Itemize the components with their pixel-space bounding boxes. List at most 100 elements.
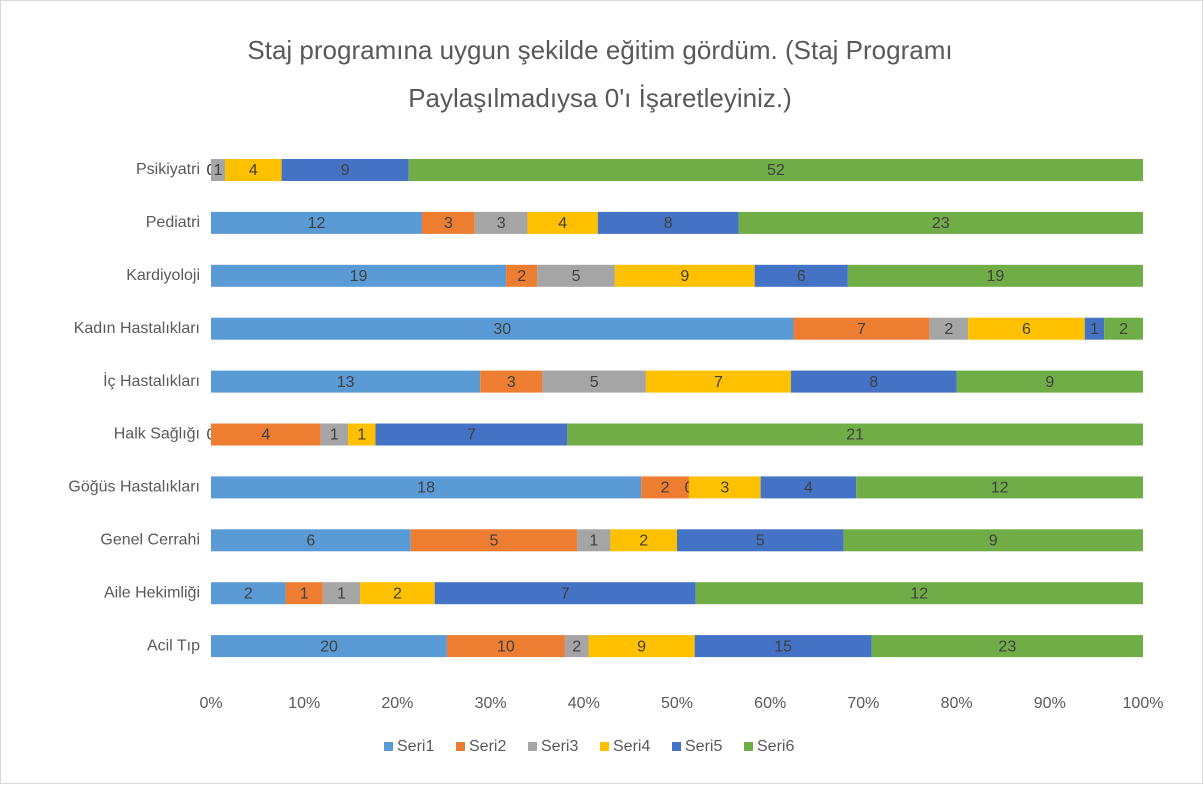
- y-tick-label: Psikiyatri: [136, 161, 200, 178]
- data-label: 6: [306, 533, 315, 550]
- bar-segment: [281, 159, 409, 181]
- data-label: 5: [489, 533, 498, 550]
- data-label: 4: [249, 162, 258, 179]
- y-tick-label: Kardiyoloji: [126, 267, 200, 284]
- data-label: 8: [664, 215, 673, 232]
- bar-segment: [843, 529, 1143, 552]
- data-label: 18: [417, 480, 435, 497]
- bar-segment: [641, 476, 689, 499]
- data-label: 1: [357, 427, 366, 444]
- data-label: 3: [507, 374, 516, 391]
- bar-segment: [506, 264, 538, 287]
- data-label: 7: [561, 585, 570, 602]
- bar-segment: [285, 582, 323, 605]
- data-label: 9: [989, 533, 998, 550]
- legend-swatch: [456, 742, 465, 751]
- legend-label: Seri5: [685, 738, 722, 755]
- data-label: 3: [444, 215, 453, 232]
- bar-segment: [956, 370, 1143, 393]
- data-label: 30: [493, 321, 511, 338]
- bar-segment: [610, 529, 677, 552]
- data-label: 19: [987, 268, 1005, 285]
- bar-segment: [211, 529, 411, 552]
- data-label: 1: [300, 585, 309, 602]
- x-tick-label: 100%: [1123, 695, 1164, 712]
- x-tick-label: 40%: [568, 695, 600, 712]
- x-tick-label: 10%: [288, 695, 320, 712]
- x-tick-label: 90%: [1034, 695, 1066, 712]
- data-label: 4: [804, 480, 813, 497]
- x-tick-label: 80%: [941, 695, 973, 712]
- data-label: 3: [720, 480, 729, 497]
- data-label: 12: [308, 215, 326, 232]
- bar-segment: [645, 370, 791, 393]
- data-label: 20: [320, 638, 338, 655]
- bar-segment: [577, 529, 611, 552]
- y-tick-label: Genel Cerrahi: [100, 532, 200, 549]
- bar-segment: [320, 423, 349, 446]
- data-label: 4: [261, 427, 270, 444]
- y-tick-label: Pediatri: [146, 214, 200, 231]
- y-tick-label: Kadın Hastalıkları: [74, 320, 200, 337]
- x-tick-label: 0%: [199, 695, 222, 712]
- bar-segment: [677, 529, 844, 552]
- x-tick-label: 50%: [661, 695, 693, 712]
- y-tick-label: İç Hastalıkları: [103, 371, 200, 390]
- bar-segment: [375, 423, 568, 446]
- data-label: 21: [846, 427, 864, 444]
- bar-segment: [1104, 317, 1143, 340]
- bar-segment: [211, 476, 642, 499]
- bar-segment: [348, 423, 376, 446]
- chart-title: Paylaşılmadıysa 0'ı İşaretleyiniz.): [408, 83, 792, 113]
- bar-segment: [527, 211, 598, 234]
- bar-segment: [434, 582, 696, 605]
- legend-label: Seri1: [397, 738, 434, 755]
- data-label: 1: [589, 533, 598, 550]
- data-label: 2: [1119, 321, 1128, 338]
- bar-segment: [446, 635, 565, 658]
- legend-label: Seri6: [757, 738, 794, 755]
- bar-segment: [567, 423, 1143, 446]
- y-tick-label: Aile Hekimliği: [104, 584, 200, 601]
- data-label: 2: [244, 585, 253, 602]
- data-label: 8: [869, 374, 878, 391]
- x-tick-label: 20%: [381, 695, 413, 712]
- legend-swatch: [384, 742, 393, 751]
- data-label: 2: [517, 268, 526, 285]
- data-label: 52: [767, 162, 785, 179]
- data-label: 2: [639, 533, 648, 550]
- data-label: 5: [756, 533, 765, 550]
- legend-label: Seri2: [469, 738, 506, 755]
- chart-title: Staj programına uygun şekilde eğitim gör…: [247, 35, 952, 65]
- bar-segment: [211, 317, 794, 340]
- bar-segment: [1084, 317, 1105, 340]
- data-label: 6: [1022, 321, 1031, 338]
- y-tick-label: Göğüs Hastalıkları: [68, 479, 200, 496]
- bar-segment: [408, 159, 1143, 181]
- bar-segment: [738, 211, 1143, 234]
- data-label: 5: [590, 374, 599, 391]
- bar-segment: [754, 264, 848, 287]
- legend-swatch: [672, 742, 681, 751]
- x-tick-label: 60%: [754, 695, 786, 712]
- y-tick-label: Halk Sağlığı: [114, 426, 200, 443]
- data-label: 2: [661, 480, 670, 497]
- bar-segment: [564, 635, 589, 658]
- data-label: 4: [558, 215, 567, 232]
- data-label: 2: [393, 585, 402, 602]
- data-label: 12: [910, 585, 928, 602]
- bar-segment: [760, 476, 857, 499]
- data-label: 23: [998, 638, 1016, 655]
- bar-segment: [695, 582, 1143, 605]
- data-label: 9: [637, 638, 646, 655]
- y-tick-label: Acil Tıp: [147, 637, 200, 654]
- bar-segment: [322, 582, 361, 605]
- data-label: 1: [337, 585, 346, 602]
- legend-label: Seri4: [613, 738, 650, 755]
- data-label: 9: [680, 268, 689, 285]
- data-label: 7: [714, 374, 723, 391]
- data-label: 7: [467, 427, 476, 444]
- data-label: 1: [330, 427, 339, 444]
